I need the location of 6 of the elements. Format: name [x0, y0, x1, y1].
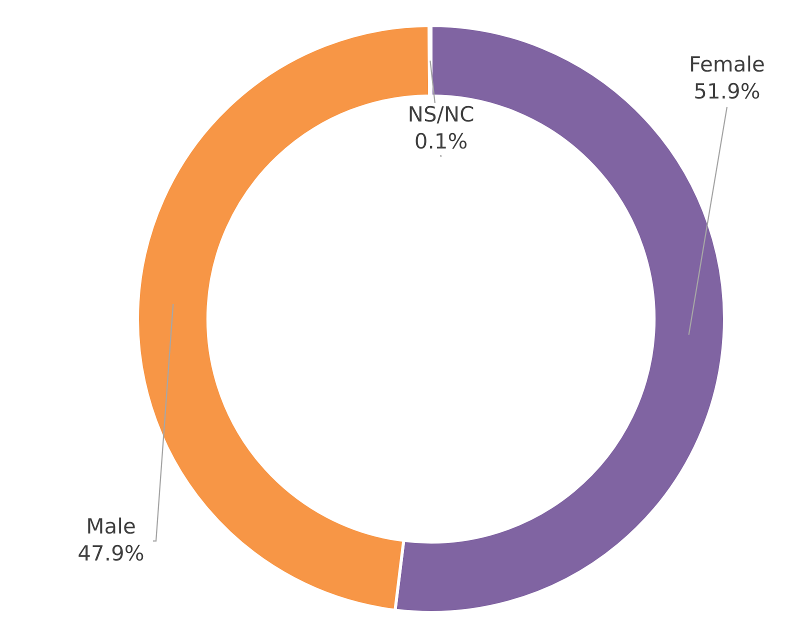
slice-label: NS/NC: [408, 102, 474, 126]
data-label: 47.9%: [78, 541, 144, 566]
data-label: 51.9%: [694, 79, 760, 104]
data-label: 0.1%: [414, 129, 468, 154]
slice-label: Female: [689, 52, 765, 76]
slice-label: Male: [86, 514, 136, 538]
